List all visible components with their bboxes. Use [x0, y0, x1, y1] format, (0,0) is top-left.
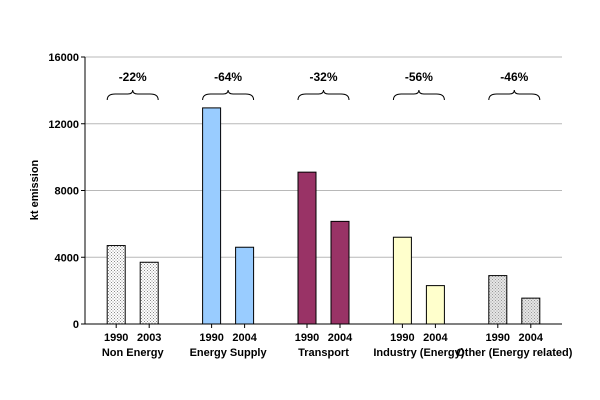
x-year-label: 2003 [137, 332, 161, 344]
y-axis-title: kt emission [29, 159, 41, 220]
bar [521, 297, 541, 325]
x-year-label: 1990 [486, 332, 510, 344]
y-tick-label: 4000 [55, 252, 79, 264]
x-year-label: 2004 [328, 332, 353, 344]
bar [330, 220, 350, 325]
gridlines [85, 56, 562, 258]
brace [488, 89, 541, 101]
x-year-label: 1990 [104, 332, 128, 344]
bar [202, 107, 222, 325]
category-label: Industry (Energy) [373, 347, 464, 359]
y-axis-ticks: 0 4000 8000 12000 16000 [48, 52, 85, 331]
brace [202, 89, 255, 101]
change-label: -64% [214, 70, 242, 84]
brace [297, 89, 350, 101]
x-year-label: 1990 [199, 332, 223, 344]
bars-layer [106, 107, 541, 325]
bar [392, 236, 412, 325]
category-label: Transport [298, 347, 349, 359]
bar [488, 275, 508, 325]
y-tick-label: 0 [73, 319, 79, 331]
y-tick-label: 16000 [48, 52, 79, 64]
change-label: -32% [309, 70, 337, 84]
brace [392, 89, 445, 101]
y-tick-label: 12000 [48, 119, 79, 131]
x-axis-labels: 1990 2003 Non Energy 1990 2004 Energy Supply 1… [102, 324, 573, 359]
x-year-label: 1990 [390, 332, 414, 344]
bar [235, 246, 255, 325]
bar [425, 285, 445, 325]
x-year-label: 2004 [232, 332, 257, 344]
category-label: Non Energy [102, 347, 165, 359]
bar [297, 171, 317, 325]
y-tick-label: 8000 [55, 186, 79, 198]
x-year-label: 2004 [423, 332, 448, 344]
change-annotations: -22% -64% -32% -56% -46% [106, 70, 541, 101]
brace [106, 89, 159, 101]
change-label: -46% [500, 70, 528, 84]
change-label: -56% [405, 70, 433, 84]
category-label: Other (Energy related) [456, 347, 572, 359]
change-label: -22% [119, 70, 147, 84]
x-year-label: 2004 [519, 332, 544, 344]
category-label: Energy Supply [190, 347, 268, 359]
x-year-label: 1990 [295, 332, 319, 344]
bar [139, 261, 159, 325]
bar [106, 245, 126, 325]
